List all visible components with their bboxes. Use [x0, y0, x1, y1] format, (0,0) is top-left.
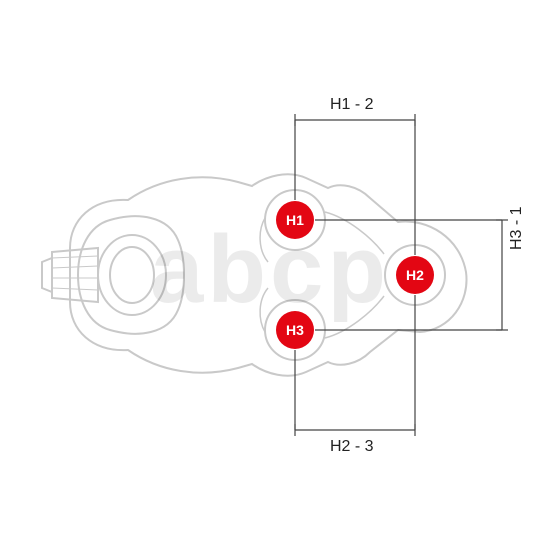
- hole-h2-label: H2: [406, 267, 424, 283]
- dim-bottom: [295, 295, 415, 436]
- stud-thread: [52, 266, 98, 268]
- diagram-canvas: H1 H2 H3 H1 - 2 H2 - 3 H3 - 1 abcp: [0, 0, 540, 540]
- dim-top-label: H1 - 2: [330, 96, 374, 114]
- stud-thread: [52, 288, 98, 290]
- part-inner-ring-2: [110, 247, 154, 303]
- dim-top: [295, 114, 415, 255]
- diagram-svg: H1 H2 H3: [0, 0, 540, 540]
- hole-h3-label: H3: [286, 322, 304, 338]
- part-collar: [78, 216, 184, 333]
- stud-thread: [52, 256, 98, 258]
- part-stud-tip: [42, 258, 52, 292]
- dim-bottom-label: H2 - 3: [330, 438, 374, 456]
- detail-edge: [325, 212, 384, 254]
- detail-edge: [325, 296, 384, 338]
- hole-h1-label: H1: [286, 212, 304, 228]
- detail-edge: [260, 288, 268, 332]
- dim-right-label: H3 - 1: [508, 206, 526, 250]
- detail-edge: [260, 218, 268, 262]
